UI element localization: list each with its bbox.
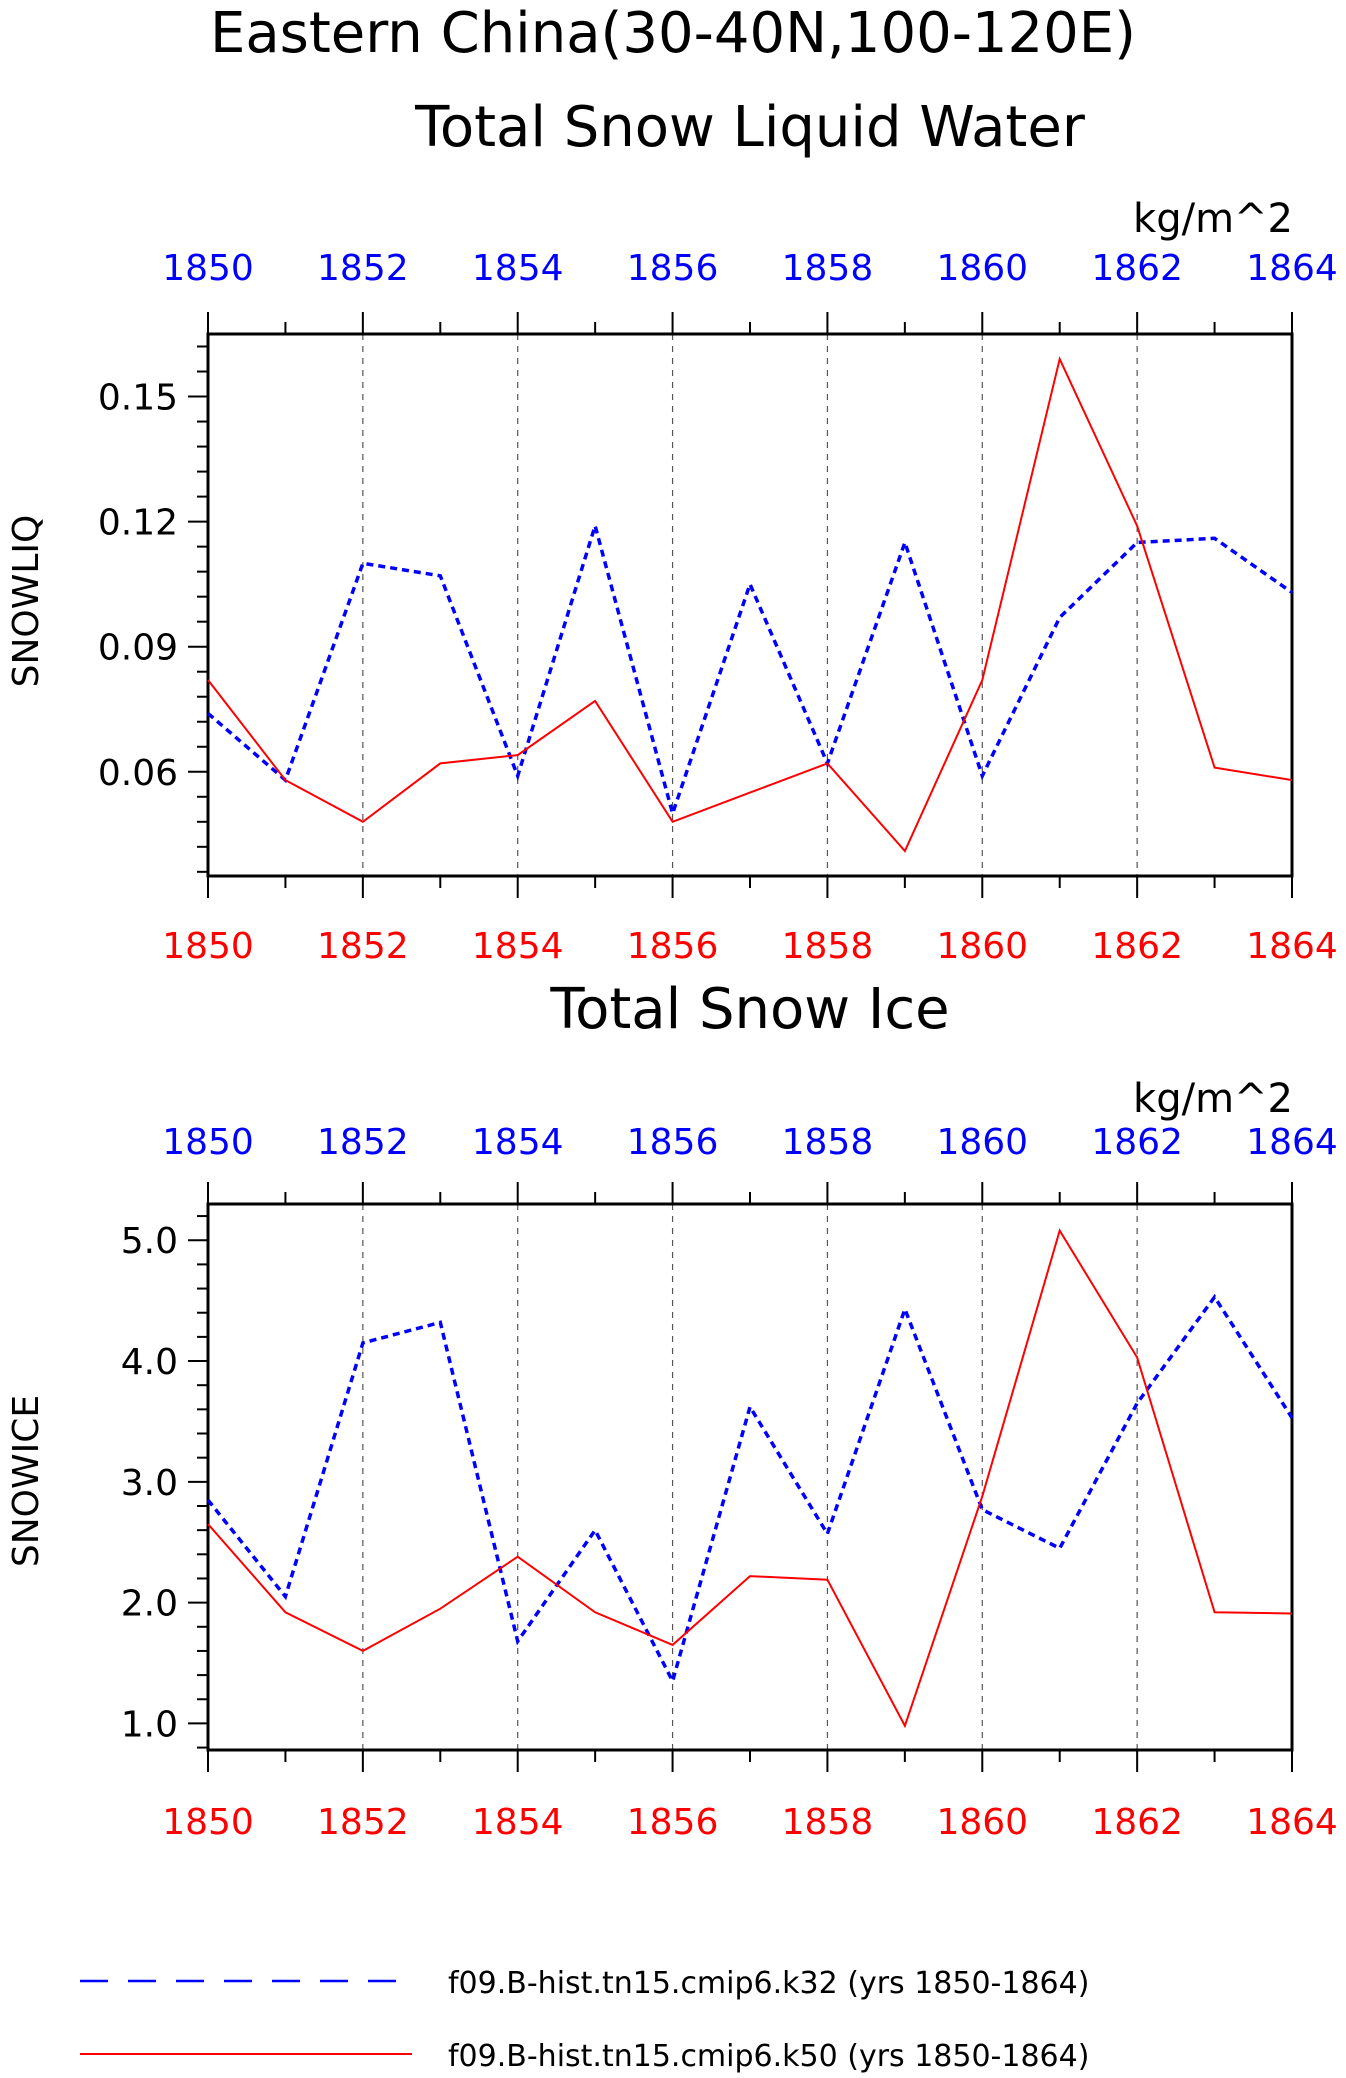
x-bottom-tick-label: 1852: [317, 1802, 409, 1843]
x-bottom-tick-label: 1862: [1091, 1802, 1183, 1843]
x-bottom-tick-label: 1850: [162, 926, 254, 967]
legend-k50-label: f09.B-hist.tn15.cmip6.k50 (yrs 1850-1864…: [448, 2039, 1089, 2074]
x-bottom-tick-label: 1856: [627, 1802, 719, 1843]
x-top-tick-label: 1856: [627, 248, 719, 289]
panel-snowice: 1.0 2.0 3.0 4.0 5.0 1850 1852 1854 1856 1858 1860 1…: [121, 1122, 1338, 1843]
x-top-tick-label: 1854: [472, 1122, 564, 1163]
panel2-ylabel: SNOWICE: [6, 1395, 47, 1567]
x-bottom-tick-label: 1854: [472, 1802, 564, 1843]
y-tick-label: 4.0: [121, 1342, 178, 1383]
panel1-ylabel: SNOWLIQ: [6, 515, 47, 688]
plot-frame: [206, 1202, 1294, 1752]
panel2-title: Total Snow Ice: [549, 977, 949, 1042]
y-tick-label: 2.0: [121, 1584, 178, 1625]
y-tick-label: 0.06: [98, 753, 178, 794]
series-line-k32: [206, 1293, 1294, 1686]
figure-title: Eastern China(30-40N,100-120E): [210, 1, 1136, 66]
x-top-tick-label: 1864: [1246, 248, 1338, 289]
x-bottom-tick-label: 1856: [627, 926, 719, 967]
x-bottom-tick-label: 1864: [1246, 926, 1338, 967]
panel-snowliq: 0.06 0.09 0.12 0.15 1850 1852 1854 1856 1858 1860…: [98, 248, 1338, 967]
x-top-tick-label: 1864: [1246, 1122, 1338, 1163]
y-tick-label: 0.09: [98, 628, 178, 669]
x-top-tick-label: 1852: [317, 1122, 409, 1163]
x-top-tick-label: 1862: [1091, 248, 1183, 289]
series-line-k50: [207, 1228, 1293, 1729]
x-bottom-tick-label: 1860: [936, 926, 1028, 967]
x-bottom-tick-label: 1850: [162, 1802, 254, 1843]
x-bottom-tick-label: 1858: [782, 1802, 874, 1843]
x-bottom-tick-label: 1852: [317, 926, 409, 967]
x-bottom-tick-label: 1854: [472, 926, 564, 967]
x-top-tick-label: 1856: [627, 1122, 719, 1163]
x-bottom-tick-label: 1860: [936, 1802, 1028, 1843]
y-tick-label: 3.0: [121, 1463, 178, 1504]
x-top-tick-label: 1850: [162, 1122, 254, 1163]
x-top-tick-label: 1858: [782, 1122, 874, 1163]
panel1-units: kg/m^2: [1133, 196, 1293, 242]
x-top-tick-label: 1862: [1091, 1122, 1183, 1163]
x-bottom-tick-label: 1862: [1091, 926, 1183, 967]
x-top-tick-label: 1860: [936, 248, 1028, 289]
x-top-tick-label: 1850: [162, 248, 254, 289]
legend-k32-label: f09.B-hist.tn15.cmip6.k32 (yrs 1850-1864…: [448, 1966, 1089, 2001]
series-line-k32: [206, 519, 1294, 820]
x-top-tick-label: 1858: [782, 248, 874, 289]
series-line-k50: [207, 355, 1293, 853]
panel2-units: kg/m^2: [1133, 1076, 1293, 1122]
x-bottom-tick-label: 1864: [1246, 1802, 1338, 1843]
y-tick-label: 5.0: [121, 1221, 178, 1262]
x-top-tick-label: 1852: [317, 248, 409, 289]
x-top-tick-label: 1860: [936, 1122, 1028, 1163]
plot-frame: [206, 332, 1294, 878]
x-top-tick-label: 1854: [472, 248, 564, 289]
y-tick-label: 1.0: [121, 1704, 178, 1745]
y-tick-label: 0.15: [98, 378, 178, 419]
y-tick-label: 0.12: [98, 503, 178, 544]
panel1-title: Total Snow Liquid Water: [414, 95, 1086, 160]
x-bottom-tick-label: 1858: [782, 926, 874, 967]
